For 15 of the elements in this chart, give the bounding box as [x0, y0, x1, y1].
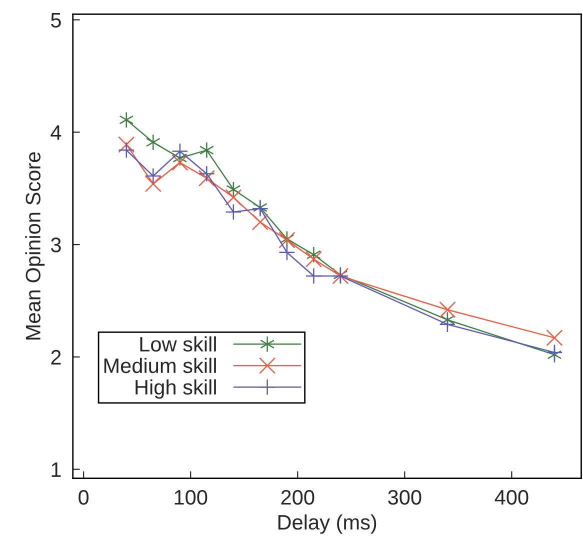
x-tick-label: 200	[281, 490, 314, 505]
legend-label: High skill	[136, 379, 216, 399]
y-axis-title: Mean Opinion Score	[25, 152, 45, 340]
y-tick-label: 2	[51, 350, 61, 364]
x-tick-label: 0	[78, 490, 89, 505]
x-tick-label: 400	[494, 490, 528, 505]
x-tick-label: 300	[388, 490, 422, 505]
y-tick-label: 4	[50, 125, 62, 140]
y-tick-label: 3	[50, 238, 61, 252]
x-tick-label: 100	[174, 490, 208, 505]
x-axis-title: Delay (ms)	[278, 514, 376, 534]
y-tick-label: 1	[52, 462, 61, 477]
legend-label: Low skill	[140, 336, 216, 352]
y-tick-label: 5	[51, 13, 61, 28]
legend-label: Medium skill	[104, 358, 216, 374]
